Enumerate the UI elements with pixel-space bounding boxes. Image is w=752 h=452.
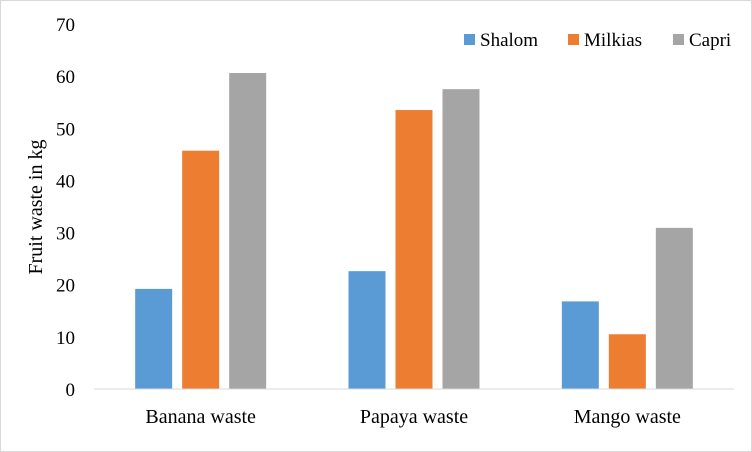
legend-swatch-milkias bbox=[568, 34, 579, 45]
y-tick-label: 50 bbox=[56, 119, 75, 140]
y-tick-label: 60 bbox=[56, 67, 75, 88]
bar-milkias-1 bbox=[395, 110, 433, 390]
bar-shalom-2 bbox=[561, 301, 599, 389]
bar-capri-0 bbox=[229, 73, 267, 389]
legend-swatch-shalom bbox=[464, 34, 475, 45]
x-category-label: Banana waste bbox=[145, 406, 256, 428]
bars bbox=[135, 73, 693, 390]
legend-swatch-capri bbox=[673, 34, 684, 45]
legend: Shalom Milkias Capri bbox=[464, 30, 731, 51]
y-tick-label: 10 bbox=[56, 328, 75, 349]
y-axis-ticks: 0 10 20 30 40 50 60 70 bbox=[56, 15, 75, 401]
bar-capri-1 bbox=[442, 89, 480, 389]
bar-shalom-0 bbox=[135, 288, 173, 389]
x-axis-labels: Banana waste Papaya waste Mango waste bbox=[145, 406, 681, 428]
legend-label-shalom: Shalom bbox=[480, 30, 538, 51]
y-axis-title: Fruit waste in kg bbox=[25, 140, 47, 275]
y-tick-label: 20 bbox=[56, 276, 75, 297]
bar-milkias-0 bbox=[182, 150, 220, 389]
y-tick-label: 30 bbox=[56, 224, 75, 245]
bar-milkias-2 bbox=[608, 334, 646, 389]
x-category-label: Papaya waste bbox=[360, 406, 468, 428]
x-category-label: Mango waste bbox=[574, 406, 681, 428]
legend-label-capri: Capri bbox=[689, 30, 731, 51]
y-tick-label: 70 bbox=[56, 15, 75, 36]
bar-shalom-1 bbox=[348, 271, 386, 389]
legend-label-milkias: Milkias bbox=[584, 30, 642, 51]
y-tick-label: 0 bbox=[66, 380, 76, 401]
y-tick-label: 40 bbox=[56, 171, 75, 192]
bar-capri-2 bbox=[655, 227, 693, 389]
